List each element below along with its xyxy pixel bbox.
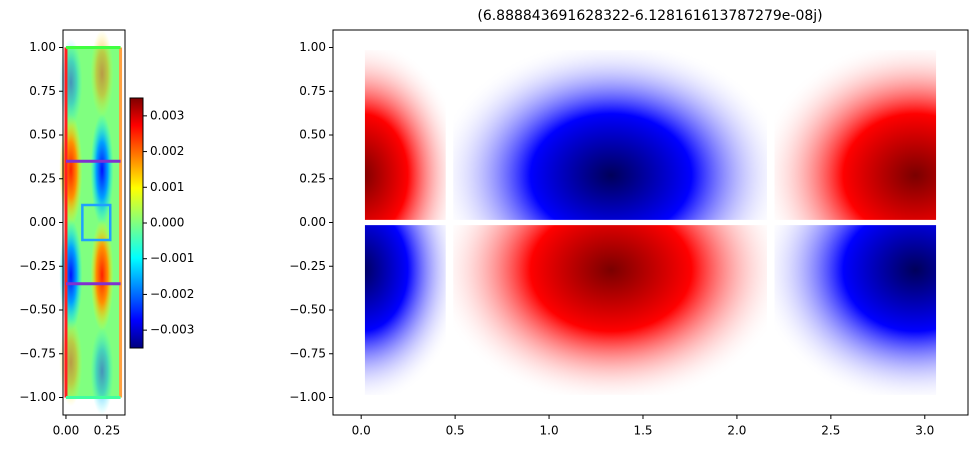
y-tick-label: 0.50 [299, 128, 326, 142]
field-lobe [453, 225, 767, 395]
heatmap [59, 30, 123, 415]
x-tick-label: 0.0 [352, 424, 371, 438]
y-tick-label: −0.50 [289, 303, 326, 317]
colorbar [129, 97, 144, 349]
heatmap [361, 47, 940, 398]
x-tick-label: 0.5 [446, 424, 465, 438]
colorbar-tick-label: −0.002 [150, 287, 194, 301]
field-lobe [453, 50, 767, 220]
field-lobe [774, 225, 937, 395]
x-tick-label: 1.0 [540, 424, 559, 438]
y-tick-label: −0.75 [289, 346, 326, 360]
y-tick-label: −0.50 [19, 303, 56, 317]
colorbar-tick-label: −0.003 [150, 323, 194, 337]
y-tick-label: 0.25 [29, 171, 56, 185]
y-tick-label: −0.25 [289, 259, 326, 273]
x-tick-label: 0.00 [53, 424, 80, 438]
field-lobe [90, 114, 114, 226]
y-tick-label: 0.25 [299, 171, 326, 185]
colorbar-tick-label: 0.001 [150, 180, 184, 194]
y-tick-label: −0.25 [19, 259, 56, 273]
chart-title: (6.888843691628322-6.128161613787279e-08… [477, 8, 822, 24]
y-tick-label: 0.00 [29, 215, 56, 229]
y-tick-label: −0.75 [19, 346, 56, 360]
x-tick-label: 1.5 [633, 424, 652, 438]
port-square [81, 203, 112, 242]
y-tick-label: 0.75 [29, 84, 56, 98]
field-lobe [90, 327, 114, 415]
y-tick-label: 1.00 [299, 40, 326, 54]
x-tick-label: 2.5 [821, 424, 840, 438]
colorbar-tick-label: 0.002 [150, 144, 184, 158]
field-lobe [90, 30, 114, 118]
colorbar-tick-label: −0.001 [150, 251, 194, 265]
y-tick-label: −1.00 [19, 390, 56, 404]
y-tick-label: 0.75 [299, 84, 326, 98]
x-tick-label: 2.0 [727, 424, 746, 438]
field-lobe [364, 225, 446, 395]
y-tick-label: 1.00 [29, 40, 56, 54]
field-lobe [774, 50, 937, 220]
field-lobe [364, 50, 446, 220]
y-tick-label: 0.50 [29, 128, 56, 142]
x-tick-label: 3.0 [915, 424, 934, 438]
y-tick-label: 0.00 [299, 215, 326, 229]
colorbar-tick-label: 0.000 [150, 216, 184, 230]
field-lobe [90, 219, 114, 331]
colorbar-tick-label: 0.003 [150, 108, 184, 122]
x-tick-label: 0.25 [94, 424, 121, 438]
y-tick-label: −1.00 [289, 390, 326, 404]
